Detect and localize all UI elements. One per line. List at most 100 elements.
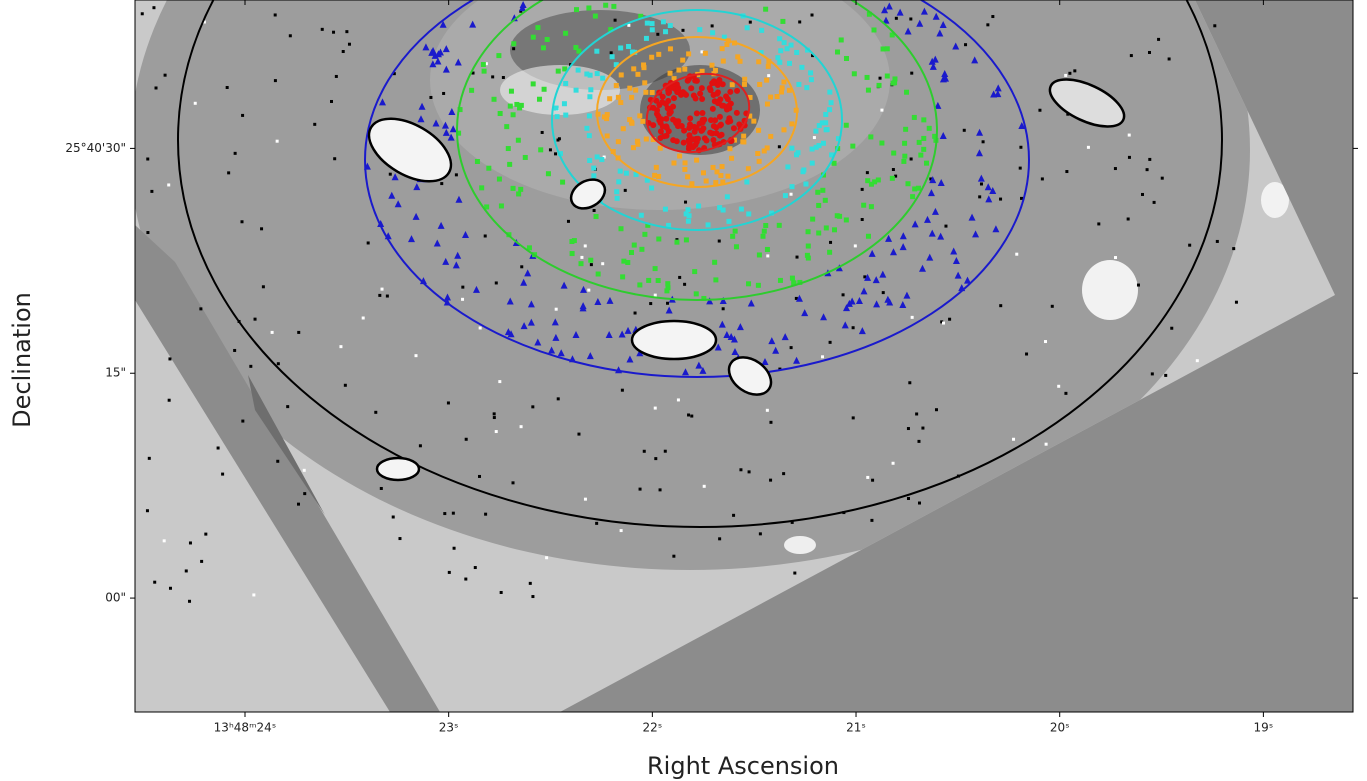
marker (710, 106, 716, 112)
marker (706, 222, 711, 227)
marker (639, 247, 644, 252)
point-source (892, 168, 895, 171)
marker (618, 45, 623, 50)
point-source (620, 529, 623, 532)
point-source (963, 129, 966, 132)
point-source (643, 450, 646, 453)
point-source (146, 158, 149, 161)
marker (595, 71, 600, 76)
point-source (634, 312, 637, 315)
point-source (277, 362, 280, 365)
point-source (584, 244, 587, 247)
point-source (917, 440, 920, 443)
point-source (1188, 244, 1191, 247)
mask (632, 321, 716, 359)
point-source (1038, 109, 1041, 112)
point-source (479, 326, 482, 329)
marker (511, 186, 516, 191)
marker (816, 143, 821, 148)
marker (680, 58, 685, 63)
marker (719, 132, 725, 138)
marker (824, 225, 829, 230)
point-source (557, 397, 560, 400)
point-source (419, 444, 422, 447)
point-source (398, 537, 401, 540)
marker (603, 3, 608, 8)
point-source (918, 502, 921, 505)
marker (602, 114, 607, 119)
marker (885, 46, 890, 51)
point-source (1114, 256, 1117, 259)
point-source (683, 283, 686, 286)
point-source (313, 123, 316, 126)
point-source (549, 148, 552, 151)
point-source (821, 355, 824, 358)
marker (574, 88, 579, 93)
marker (593, 14, 598, 19)
point-source (1073, 69, 1076, 72)
marker (637, 113, 642, 118)
marker (538, 147, 543, 152)
marker (674, 240, 679, 245)
marker (650, 27, 655, 32)
marker (615, 196, 620, 201)
marker (475, 159, 480, 164)
point-source (1235, 301, 1238, 304)
point-source (1168, 57, 1171, 60)
marker (694, 158, 699, 163)
point-source (554, 152, 557, 155)
marker (735, 54, 740, 59)
point-source (146, 231, 149, 234)
marker (756, 283, 761, 288)
marker (619, 72, 624, 77)
point-source (986, 23, 989, 26)
marker (649, 55, 654, 60)
marker (835, 213, 840, 218)
marker (757, 252, 762, 257)
point-source (461, 298, 464, 301)
point-source (1148, 158, 1151, 161)
point-source (453, 547, 456, 550)
marker (777, 223, 782, 228)
marker (800, 169, 805, 174)
marker (839, 37, 844, 42)
marker (654, 165, 659, 170)
marker (682, 67, 687, 72)
marker (739, 207, 744, 212)
point-source (474, 566, 477, 569)
point-source (274, 79, 277, 82)
marker (629, 250, 634, 255)
x-axis-label: Right Ascension (647, 752, 839, 780)
marker (789, 146, 794, 151)
y-tick-label: 00" (105, 591, 126, 605)
marker (683, 160, 688, 165)
point-source (1128, 134, 1131, 137)
point-source (169, 587, 172, 590)
marker (892, 80, 897, 85)
point-source (339, 345, 342, 348)
point-source (500, 591, 503, 594)
point-source (185, 569, 188, 572)
point-source (866, 171, 869, 174)
marker (518, 187, 523, 192)
marker (610, 54, 615, 59)
point-source (677, 398, 680, 401)
marker (805, 253, 810, 258)
point-source (189, 541, 192, 544)
x-tick-label: 19ˢ (1254, 721, 1274, 735)
point-source (944, 225, 947, 228)
point-source (1148, 51, 1151, 54)
marker (531, 35, 536, 40)
marker (599, 157, 604, 162)
marker (629, 95, 634, 100)
point-source (286, 405, 289, 408)
marker (686, 219, 691, 224)
point-source (659, 488, 662, 491)
point-source (829, 241, 832, 244)
marker (796, 82, 801, 87)
marker (618, 100, 623, 105)
marker (661, 133, 667, 139)
marker (496, 53, 501, 58)
point-source (624, 189, 627, 192)
point-source (1019, 146, 1022, 149)
